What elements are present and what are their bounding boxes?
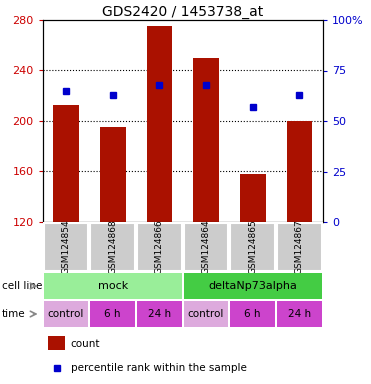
Text: 6 h: 6 h	[244, 309, 261, 319]
Text: time: time	[2, 309, 26, 319]
Text: cell line: cell line	[2, 281, 43, 291]
Bar	[48, 336, 65, 350]
Text: control: control	[48, 309, 84, 319]
Text: GSM124866: GSM124866	[155, 220, 164, 275]
Bar	[137, 301, 182, 327]
Bar	[44, 273, 182, 299]
Bar	[286, 121, 312, 222]
Text: count: count	[70, 339, 100, 349]
Bar	[44, 301, 88, 327]
Bar	[193, 58, 219, 222]
Bar	[277, 223, 322, 271]
Text: 24 h: 24 h	[288, 309, 311, 319]
Bar	[100, 127, 125, 222]
Bar	[230, 223, 275, 271]
Bar	[147, 26, 172, 222]
Bar	[184, 273, 322, 299]
Bar	[44, 223, 88, 271]
Text: deltaNp73alpha: deltaNp73alpha	[208, 281, 297, 291]
Bar	[240, 174, 266, 222]
Bar	[90, 223, 135, 271]
Bar	[184, 301, 229, 327]
Text: GSM124868: GSM124868	[108, 220, 117, 275]
Bar	[184, 223, 229, 271]
Text: 6 h: 6 h	[105, 309, 121, 319]
Bar	[90, 301, 135, 327]
Bar	[230, 301, 275, 327]
Text: percentile rank within the sample: percentile rank within the sample	[70, 363, 247, 373]
Bar	[53, 104, 79, 222]
Text: GSM124867: GSM124867	[295, 220, 304, 275]
Text: 24 h: 24 h	[148, 309, 171, 319]
Text: control: control	[188, 309, 224, 319]
Bar	[277, 301, 322, 327]
Text: GSM124865: GSM124865	[248, 220, 257, 275]
Bar	[137, 223, 182, 271]
Text: GSM124854: GSM124854	[62, 220, 70, 274]
Text: mock: mock	[98, 281, 128, 291]
Title: GDS2420 / 1453738_at: GDS2420 / 1453738_at	[102, 5, 263, 19]
Text: GSM124864: GSM124864	[201, 220, 211, 274]
